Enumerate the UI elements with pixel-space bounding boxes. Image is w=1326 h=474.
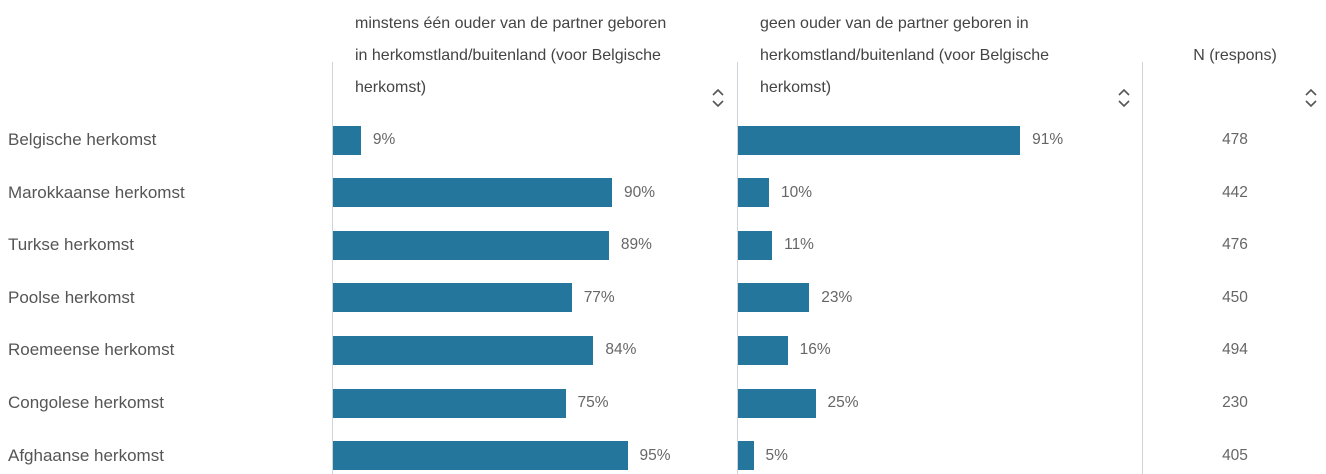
- row-label: Congolese herkomst: [8, 393, 164, 412]
- divider: [737, 62, 738, 474]
- value-label: 91%: [1032, 131, 1064, 148]
- row-label: Marokkaanse herkomst: [8, 182, 185, 202]
- n-value: 450: [1222, 288, 1248, 306]
- n-value: 494: [1222, 341, 1248, 359]
- bar: [333, 335, 594, 365]
- sort-button[interactable]: [711, 87, 725, 109]
- bar: [333, 178, 612, 208]
- value-label: 90%: [624, 183, 656, 201]
- bar: [738, 283, 810, 313]
- value-label: 11%: [784, 236, 814, 254]
- bar: [333, 441, 628, 471]
- value-label: 75%: [577, 394, 609, 411]
- value-label: 89%: [620, 236, 652, 254]
- n-value: 405: [1222, 446, 1248, 464]
- sort-button[interactable]: [1117, 87, 1131, 109]
- bar: [738, 335, 788, 365]
- bar: [333, 125, 361, 155]
- row-label: Roemeense herkomst: [8, 340, 175, 360]
- bar: [738, 230, 773, 260]
- value-label: 25%: [827, 394, 859, 411]
- n-value: 442: [1222, 183, 1248, 201]
- value-label: 10%: [781, 183, 813, 201]
- row-label: Belgische herkomst: [8, 130, 157, 149]
- bar: [738, 441, 754, 471]
- divider: [1142, 62, 1143, 474]
- value-label: 16%: [799, 341, 831, 359]
- value-label: 9%: [372, 131, 396, 148]
- row-label: Turkse herkomst: [8, 235, 134, 255]
- column-header: geen ouder van de partner geboren in her…: [760, 15, 1050, 96]
- n-value: 478: [1222, 131, 1248, 148]
- value-label: 5%: [765, 446, 788, 464]
- value-label: 77%: [583, 288, 615, 306]
- value-label: 95%: [639, 446, 671, 464]
- bar: [333, 230, 609, 260]
- value-label: 84%: [605, 341, 637, 359]
- column-header: minstens één ouder van de partner gebore…: [355, 15, 667, 96]
- row-label: Afghaanse herkomst: [8, 445, 164, 465]
- bar: [738, 388, 816, 418]
- bar: [333, 283, 572, 313]
- row-label: Poolse herkomst: [8, 287, 135, 307]
- sort-button[interactable]: [1304, 87, 1318, 109]
- n-value: 476: [1222, 236, 1248, 254]
- value-label: 23%: [821, 288, 853, 306]
- column-header: N (respons): [1193, 47, 1277, 64]
- divider: [332, 62, 333, 474]
- bar: [738, 125, 1021, 155]
- bar: [738, 178, 769, 208]
- n-value: 230: [1222, 394, 1248, 411]
- bar: [333, 388, 566, 418]
